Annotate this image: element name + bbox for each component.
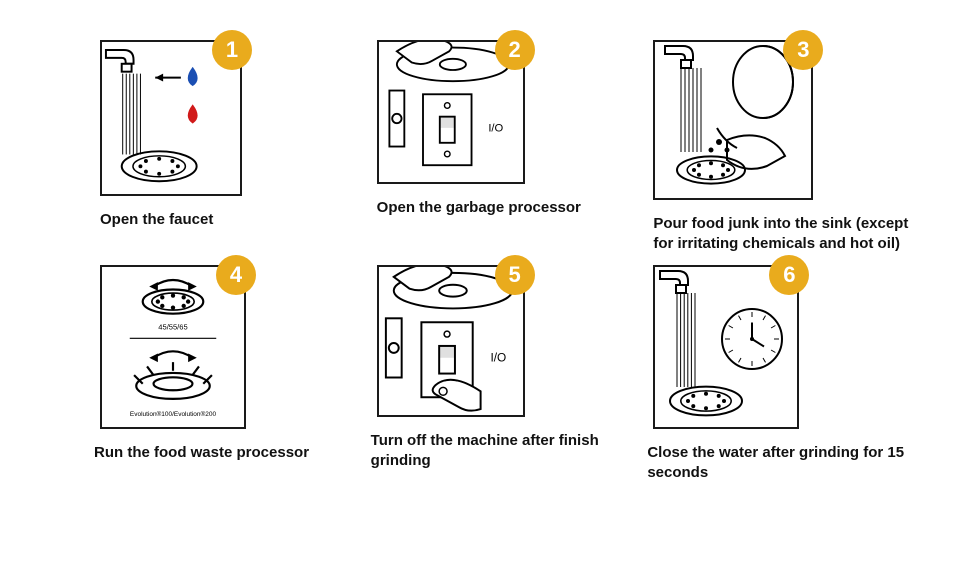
step-4-caption: Run the food waste processor [94,443,309,463]
svg-text:Evolution®100/Evolution®200: Evolution®100/Evolution®200 [130,410,217,418]
step-1-caption: Open the faucet [100,210,213,230]
steps-grid: 1 Open the faucet I/O 2 Open the garbage p… [0,0,960,503]
step-5-caption: Turn off the machine after finish grindi… [371,431,631,472]
svg-text:I/O: I/O [488,123,503,135]
step-4-illustration: 45/55/65 Evolution®100/Evolution®200 4 [100,265,246,429]
step-1-illustration: 1 [100,40,242,196]
svg-text:I/O: I/O [490,350,506,364]
step-3-caption: Pour food junk into the sink (except for… [653,214,910,255]
step-4: 45/55/65 Evolution®100/Evolution®200 4Ru… [100,265,357,484]
step-4-badge: 4 [216,255,256,295]
step-2-illustration: I/O 2 [377,40,525,184]
step-6-illustration: 6 [653,265,799,429]
step-6-badge: 6 [769,255,809,295]
step-3: 3 Pour food junk into the sink (except fo… [653,40,910,255]
step-5-illustration: I/O 5 [377,265,525,417]
step-3-badge: 3 [783,30,823,70]
step-3-illustration: 3 [653,40,813,200]
step-6-caption: Close the water after grinding for 15 se… [647,443,907,484]
step-2-badge: 2 [495,30,535,70]
svg-text:45/55/65: 45/55/65 [158,322,187,331]
step-5: I/O 5Turn off the machine after finish g… [377,265,634,484]
step-2-caption: Open the garbage processor [377,198,581,218]
step-1-badge: 1 [212,30,252,70]
step-2: I/O 2 Open the garbage processor [377,40,634,255]
step-5-badge: 5 [495,255,535,295]
step-6: 6Close the water after grinding for 15 s… [653,265,910,484]
step-1: 1 Open the faucet [100,40,357,255]
